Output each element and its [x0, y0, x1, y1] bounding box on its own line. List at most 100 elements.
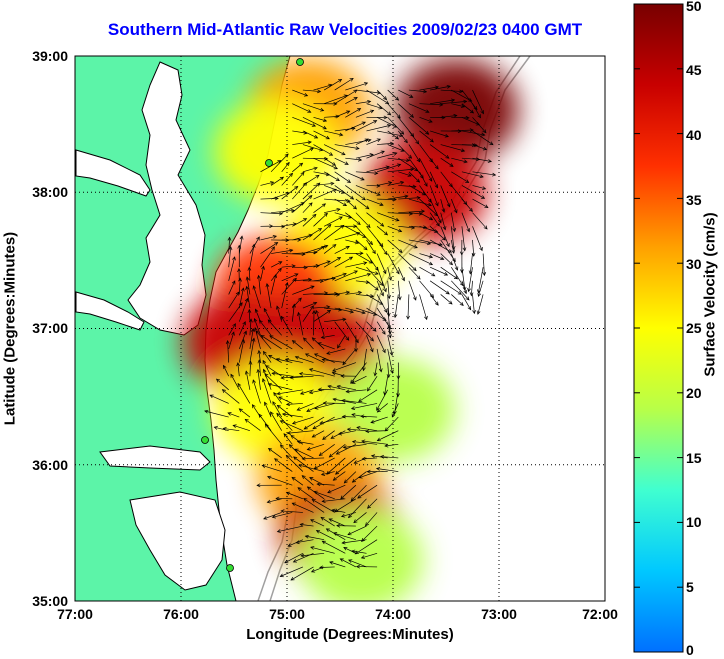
velocity-arrow [334, 212, 352, 218]
velocity-arrow [334, 144, 360, 150]
velocity-arrow [258, 275, 261, 295]
velocity-arrow-head [375, 467, 381, 471]
velocity-arrow-head [308, 368, 314, 372]
velocity-arrow-head [434, 229, 439, 233]
velocity-arrow [376, 212, 400, 221]
velocity-arrow [345, 108, 361, 118]
velocity-arrow [419, 198, 438, 216]
velocity-arrow [440, 185, 451, 207]
velocity-arrow-head [319, 420, 324, 425]
velocity-arrow [371, 455, 388, 459]
velocity-arrow-head [462, 286, 467, 291]
velocity-arrow-head [351, 440, 357, 444]
velocity-arrow [265, 423, 282, 445]
velocity-arrow-head [307, 140, 312, 145]
velocity-arrow-head [361, 121, 366, 126]
velocity-arrow-head [346, 427, 351, 432]
velocity-arrow [292, 218, 307, 227]
velocity-arrow-head [327, 224, 332, 228]
velocity-arrow-head [378, 105, 383, 110]
velocity-arrow [292, 195, 313, 213]
velocity-arrow [345, 82, 368, 91]
velocity-arrow-head [353, 224, 358, 229]
velocity-arrow [324, 307, 342, 311]
velocity-arrow [328, 385, 346, 391]
velocity-arrow-head [262, 359, 267, 365]
velocity-arrow-head [457, 291, 462, 295]
velocity-arrow [281, 162, 290, 173]
velocity-arrow [387, 253, 400, 275]
velocity-arrow [315, 310, 325, 336]
velocity-arrow-head [279, 573, 284, 578]
velocity-arrow [334, 321, 349, 341]
velocity-arrow [266, 283, 272, 309]
velocity-arrow-head [265, 283, 270, 288]
velocity-arrow-head [271, 246, 275, 251]
velocity-arrow [348, 559, 367, 568]
velocity-arrow-head [237, 268, 241, 273]
velocity-arrow-head [276, 529, 281, 533]
velocity-arrow-head [322, 436, 327, 440]
velocity-arrow-head [334, 470, 340, 475]
velocity-arrow [301, 552, 325, 557]
velocity-arrow-head [271, 514, 276, 519]
velocity-arrow [472, 294, 475, 314]
velocity-arrow [338, 430, 356, 435]
velocity-arrow-head [324, 156, 329, 161]
velocity-arrow-head [327, 489, 332, 494]
velocity-arrow [355, 321, 374, 342]
velocity-arrow-head [323, 212, 328, 217]
velocity-arrow [291, 477, 304, 486]
velocity-arrow [287, 539, 304, 547]
velocity-arrow-head [355, 564, 361, 569]
velocity-arrow-head [453, 113, 458, 118]
velocity-arrow [376, 89, 387, 100]
velocity-arrow-head [383, 391, 387, 396]
velocity-arrow-head [313, 166, 318, 171]
velocity-arrow-head [264, 401, 268, 406]
velocity-arrow [362, 457, 378, 460]
velocity-arrow-head [251, 243, 256, 248]
velocity-arrow [302, 89, 321, 92]
velocity-arrow-head [227, 412, 232, 416]
velocity-arrow-head [459, 302, 464, 306]
velocity-arrow-head [272, 235, 278, 239]
velocity-arrow-head [328, 152, 334, 156]
velocity-arrow [260, 198, 279, 200]
velocity-arrow-head [434, 184, 439, 189]
velocity-arrow-head [341, 540, 346, 545]
velocity-arrow-head [262, 350, 267, 356]
velocity-arrow [297, 403, 314, 411]
velocity-arrow [323, 157, 336, 166]
velocity-arrow-head [298, 372, 304, 376]
velocity-arrow [398, 239, 418, 249]
velocity-arrow-head [473, 106, 478, 111]
velocity-arrow [357, 484, 378, 499]
velocity-arrow-head [384, 443, 389, 448]
velocity-arrow-head [314, 405, 319, 410]
velocity-arrow-head [366, 469, 371, 474]
colorbar-tick-label: 35 [686, 192, 702, 208]
velocity-arrow-head [292, 303, 296, 308]
velocity-arrow-head [307, 109, 312, 113]
velocity-arrow-head [385, 100, 390, 105]
velocity-arrow-head [466, 228, 471, 233]
velocity-arrow-head [300, 171, 305, 176]
velocity-arrow-head [276, 404, 281, 409]
velocity-arrow [366, 253, 379, 271]
velocity-arrow-head [232, 256, 236, 261]
velocity-arrow [255, 309, 261, 322]
velocity-arrow [323, 216, 343, 227]
velocity-arrow-head [383, 308, 388, 314]
velocity-arrow-head [441, 236, 446, 241]
velocity-arrow [408, 212, 423, 215]
velocity-arrow-head [254, 308, 259, 313]
velocity-arrow-head [303, 265, 308, 270]
velocity-arrow-head [252, 379, 256, 384]
velocity-arrow-head [274, 242, 279, 246]
velocity-arrow-head [332, 244, 337, 248]
velocity-arrow [300, 389, 314, 395]
velocity-arrow [326, 348, 346, 355]
velocity-arrow [238, 288, 244, 309]
x-tick-label: 77:00 [57, 606, 93, 622]
